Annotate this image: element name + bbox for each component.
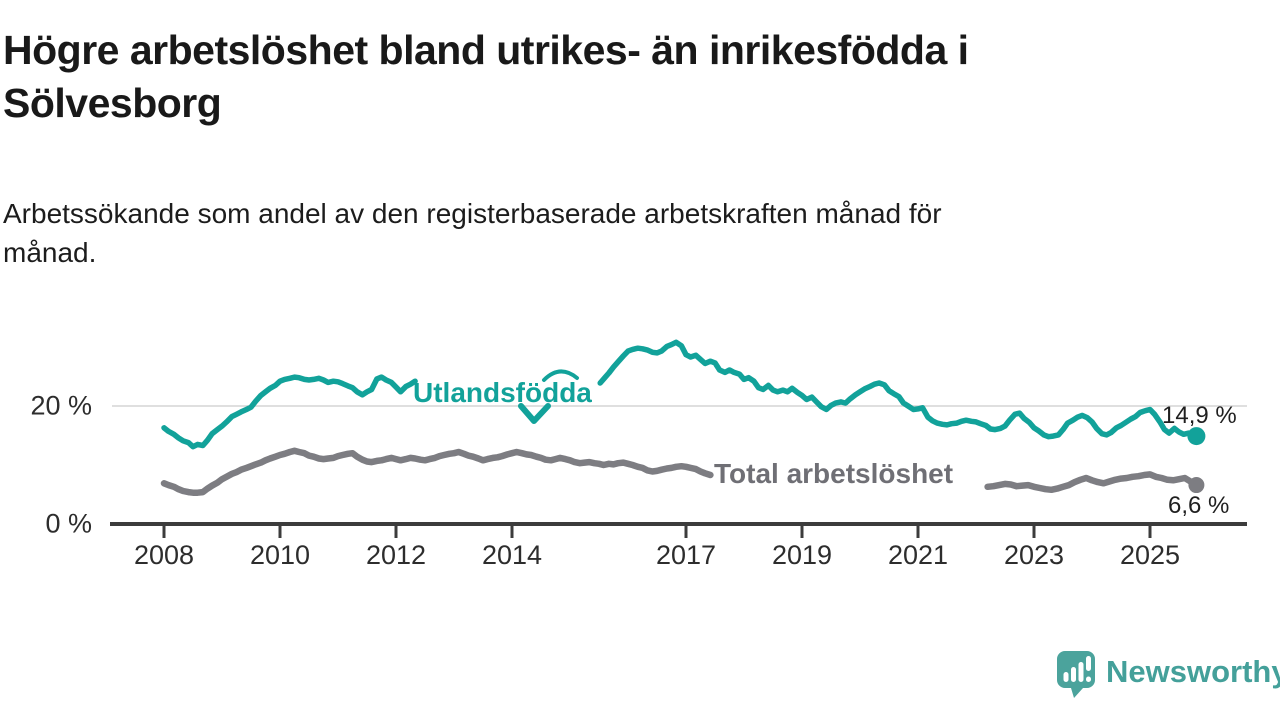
x-tick-label: 2010 — [249, 540, 311, 570]
x-tick-label: 2025 — [1119, 540, 1181, 570]
title-line-1: Högre arbetslöshet bland utrikes- än inr… — [3, 27, 969, 73]
chart-subtitle: Arbetssökande som andel av den registerb… — [3, 194, 1203, 272]
x-axis-layer — [110, 522, 1247, 538]
y-tick-label: 0 % — [45, 508, 92, 539]
line-series-layer — [160, 339, 1206, 496]
subtitle-line-2: månad. — [3, 237, 97, 268]
end-value-label-utlandsfodda: 14,9 % — [1162, 402, 1237, 429]
page-title: Högre arbetslöshet bland utrikes- än inr… — [3, 24, 1203, 130]
series-label-utlandsfodda: Utlandsfödda — [413, 377, 592, 408]
newsworthy-wordmark: Newsworthy — [1106, 654, 1280, 689]
title-line-2: Sölvesborg — [3, 80, 222, 126]
x-tick-label: 2014 — [481, 540, 543, 570]
x-tick-label: 2021 — [887, 540, 949, 570]
label-arrow-arc — [542, 369, 579, 382]
subtitle-line-1: Arbetssökande som andel av den registerb… — [3, 198, 942, 229]
x-tick-label: 2023 — [1003, 540, 1065, 570]
label-arrow-head — [518, 403, 551, 424]
line-total-arbetsl-shet — [160, 447, 714, 496]
series-label-total-arbetsloshet: Total arbetslöshet — [714, 458, 954, 489]
line-utlandsf-dda — [161, 374, 418, 450]
line-total-arbetsl-shet — [984, 471, 1200, 494]
end-value-label-total: 6,6 % — [1168, 492, 1230, 519]
line-utlandsf-dda — [597, 339, 1200, 440]
x-tick-label: 2017 — [655, 540, 717, 570]
x-tick-label: 2008 — [133, 540, 195, 570]
end-dot-total-arbetsl-shet — [1188, 477, 1205, 494]
newsworthy-logo-icon — [1057, 651, 1095, 698]
end-dot-utlandsf-dda — [1187, 427, 1206, 446]
x-tick-label: 2012 — [365, 540, 427, 570]
x-tick-label: 2019 — [771, 540, 833, 570]
y-tick-label: 20 % — [30, 390, 92, 421]
